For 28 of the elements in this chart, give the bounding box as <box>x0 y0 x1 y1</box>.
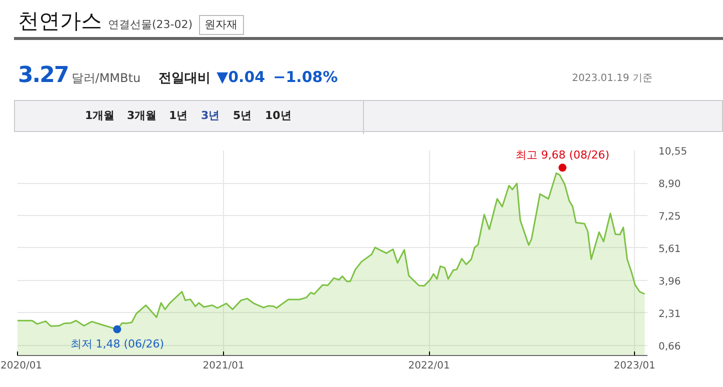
chart-title: 천연가스 <box>18 8 102 35</box>
y-tick-label: 3,96 <box>658 276 681 288</box>
text: −1.08% <box>273 67 338 88</box>
x-tick-label: 2020/01 <box>0 360 42 372</box>
chart-subtitle: 연결선물(23-02) <box>108 17 193 33</box>
x-tick-label: 2022/01 <box>408 360 450 372</box>
text: ▼0.04 <box>216 67 266 88</box>
y-tick-label: 7,25 <box>658 212 681 223</box>
y-tick-label: 0,66 <box>658 341 681 352</box>
y-tick-label: 10,55 <box>658 146 688 158</box>
annotation: 최저 1,48 (06/26) <box>70 337 164 350</box>
text: 1개월 <box>85 108 115 124</box>
y-tick-label: 8,90 <box>658 179 681 190</box>
text: 3개월 <box>127 108 157 124</box>
text: 1년 <box>169 108 188 124</box>
text: 3.27 <box>18 62 68 90</box>
x-tick-label: 2023/01 <box>614 360 656 372</box>
text: 달러/MMBtu <box>71 70 141 87</box>
y-tick-label: 2,31 <box>658 308 681 320</box>
text: 원자재 <box>198 15 244 35</box>
text: 전일대비 <box>158 70 211 88</box>
y-tick-label: 5,61 <box>658 244 681 255</box>
text: 2023.01.19 기준 <box>572 72 652 86</box>
text: 3년 <box>201 108 220 124</box>
text: 10년 <box>265 108 292 124</box>
x-tick-label: 2021/01 <box>202 360 244 372</box>
text: 5년 <box>233 108 252 124</box>
annotation: 최고 9,68 (08/26) <box>516 148 610 162</box>
